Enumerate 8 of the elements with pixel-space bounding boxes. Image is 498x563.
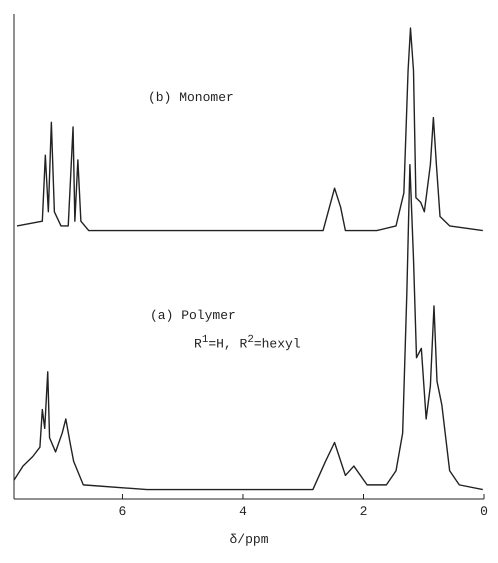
x-tick-label: 0 <box>480 504 488 520</box>
x-axis-title: δ/ppm <box>229 532 269 547</box>
x-tick-label: 4 <box>239 504 248 520</box>
x-tick-label: 2 <box>360 504 368 520</box>
annotation: (a) Polymer <box>150 308 236 323</box>
annotation: (b) Monomer <box>148 90 234 105</box>
x-tick-label: 6 <box>118 504 126 520</box>
annotation: R$^{1}$=H, R$^{2}$=hexyl <box>194 334 301 352</box>
